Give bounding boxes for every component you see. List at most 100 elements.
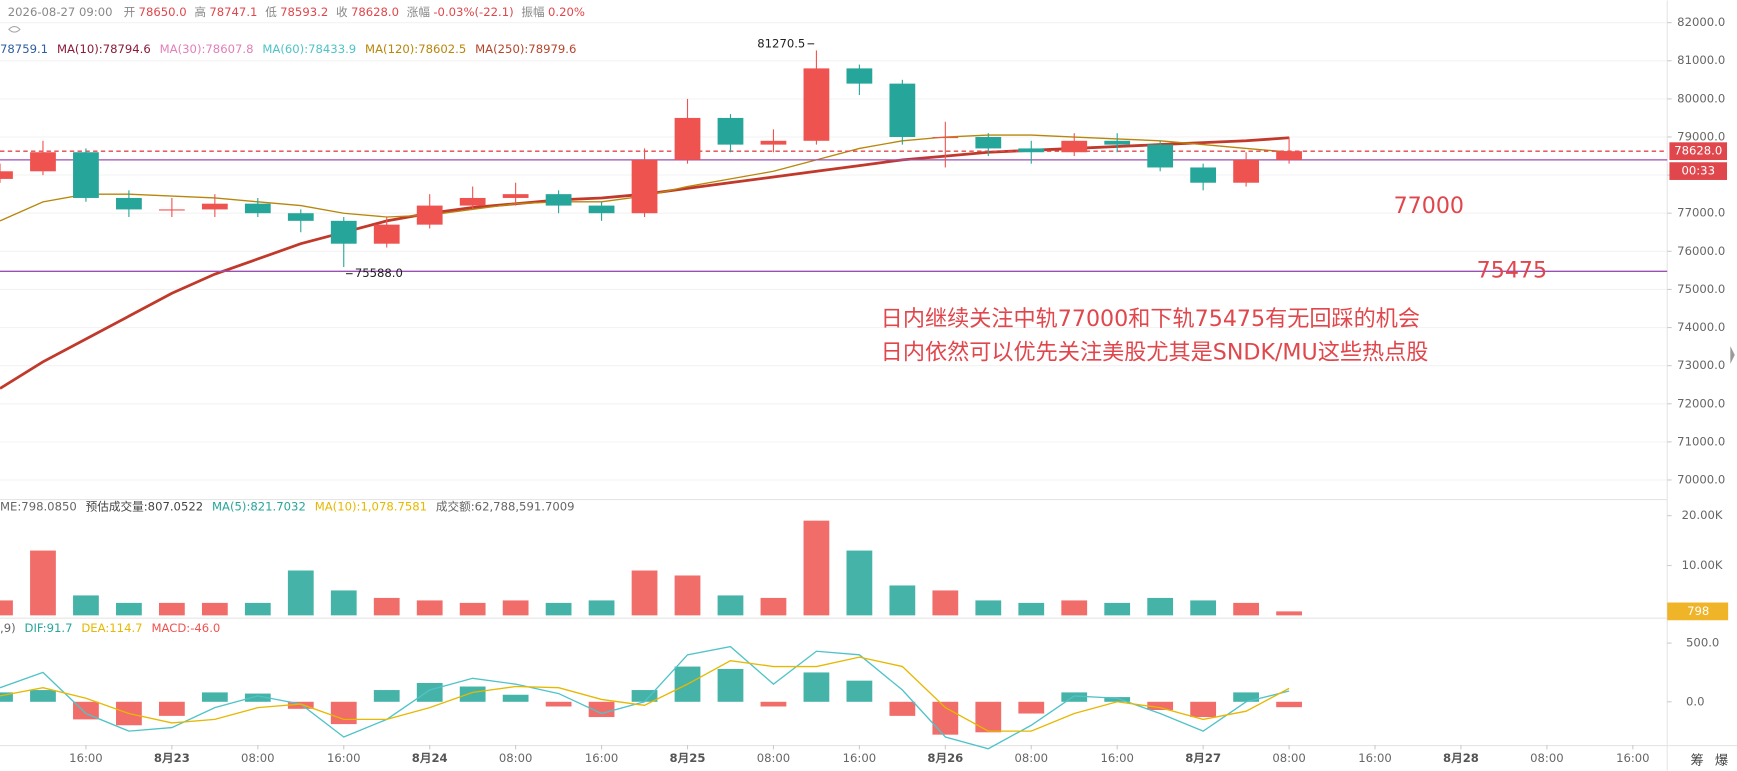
legend-entry: MA(30):78607.8 <box>160 42 254 56</box>
collapse-handle[interactable] <box>1730 346 1735 364</box>
y-tick-label: 72000.0 <box>1677 396 1725 410</box>
legend-entry: MA(10):78794.6 <box>57 42 151 56</box>
candle-body <box>244 203 271 214</box>
legend-entry: MA(5):821.7032 <box>212 499 306 513</box>
header-value: 78650.0 <box>139 5 187 19</box>
candle-body <box>889 83 916 137</box>
volume-bar <box>73 595 99 616</box>
macd-bar <box>717 668 744 702</box>
macd-bar <box>416 683 443 702</box>
macd-bar <box>1147 701 1174 711</box>
macd-bar <box>803 672 830 702</box>
header-value: 78593.2 <box>280 5 328 19</box>
y-tick-label: 74000.0 <box>1677 320 1725 334</box>
macd-bar <box>244 693 271 702</box>
x-tick-label: 8月26 <box>927 751 963 765</box>
legend-entry: MA(60):78433.9 <box>262 42 356 56</box>
macd-bar <box>158 701 185 716</box>
header-label: 收 <box>336 5 348 19</box>
legend-entry: 预估成交量:807.0522 <box>86 499 204 513</box>
price-tag-label: 78628.0 <box>1674 144 1722 158</box>
candle-body <box>1147 144 1174 168</box>
candle-body <box>975 136 1002 149</box>
x-tick-label: 8月28 <box>1443 751 1479 765</box>
candle-body <box>1018 148 1045 153</box>
macd-bar <box>0 692 13 702</box>
macd-bar <box>1233 692 1260 702</box>
volume-bar <box>158 602 185 616</box>
x-tick-label: 08:00 <box>1015 751 1049 765</box>
x-tick-label: 08:00 <box>241 751 275 765</box>
macd-bar <box>1104 697 1131 702</box>
candle-body <box>0 171 13 179</box>
header-label: 高 <box>194 5 206 19</box>
x-tick-label: 16:00 <box>1616 751 1650 765</box>
x-tick-label: 08:00 <box>757 751 791 765</box>
candle-body <box>631 159 658 214</box>
x-tick-label: 16:00 <box>327 751 361 765</box>
macd-bar <box>1276 701 1302 708</box>
macd-bar <box>588 701 615 718</box>
legend-entry: MACD:-46.0 <box>151 621 220 635</box>
y-tick-label: 500.0 <box>1686 636 1719 650</box>
legend-entry: ,9) <box>0 621 16 635</box>
header-value: 78628.0 <box>351 5 399 19</box>
header-label: 开 <box>124 5 136 19</box>
volume-bar <box>0 600 13 616</box>
candle-body <box>416 205 443 225</box>
corner-label[interactable]: 爆 <box>1715 752 1728 768</box>
x-tick-label: 16:00 <box>1100 751 1134 765</box>
candle-body <box>1061 140 1088 153</box>
legend-entry: MA(10):1,078.7581 <box>315 499 427 513</box>
volume-bar <box>588 600 615 616</box>
dif-line <box>0 645 1290 750</box>
candle-body <box>545 194 572 206</box>
corner-label[interactable]: 筹 <box>1690 751 1703 768</box>
eye-icon[interactable] <box>8 26 21 33</box>
volume-bar <box>1061 600 1088 616</box>
volume-bar <box>1276 611 1302 616</box>
candle-body <box>674 117 701 160</box>
volume-bar <box>846 550 873 616</box>
dea-line <box>0 656 1290 732</box>
candle-body <box>459 197 486 206</box>
volume-bar <box>932 590 959 616</box>
y-tick-label: 77000.0 <box>1677 206 1725 220</box>
volume-bar <box>889 585 916 616</box>
candle-body <box>1233 159 1260 183</box>
volume-bar <box>416 600 443 616</box>
volume-bar <box>30 550 56 616</box>
y-tick-label: 82000.0 <box>1677 15 1725 29</box>
x-tick-label: 08:00 <box>499 751 533 765</box>
candle-body <box>287 213 314 221</box>
header-label: 涨幅 <box>407 5 431 19</box>
macd-bar <box>330 701 357 725</box>
legend-entry: DIF:91.7 <box>25 621 73 635</box>
y-tick-label: 10.00K <box>1682 558 1723 572</box>
x-tick-label: 8月23 <box>154 751 190 765</box>
macd-bar <box>373 690 400 702</box>
x-tick-label: 16:00 <box>1358 751 1392 765</box>
volume-bar <box>502 600 529 616</box>
x-tick-label: 16:00 <box>843 751 877 765</box>
candle-body <box>1190 167 1217 183</box>
candle-body <box>330 220 357 244</box>
volume-bar <box>1190 600 1217 616</box>
candle-body <box>158 209 185 211</box>
macd-bar <box>846 680 873 702</box>
volume-bar <box>459 602 486 616</box>
y-tick-label: 79000.0 <box>1677 129 1725 143</box>
volume-bar <box>116 602 142 616</box>
legend-entry: ME:798.0850 <box>0 499 77 513</box>
candle-body <box>846 68 873 84</box>
candle-body <box>502 194 529 198</box>
legend-entry: DEA:114.7 <box>81 621 142 635</box>
y-tick-label: 71000.0 <box>1677 434 1725 448</box>
x-tick-label: 08:00 <box>1530 751 1564 765</box>
candle-body <box>373 224 400 244</box>
volume-bar <box>1233 602 1260 616</box>
legend-entry: MA(120):78602.5 <box>365 42 466 56</box>
annotation: 77000 <box>1394 193 1464 219</box>
